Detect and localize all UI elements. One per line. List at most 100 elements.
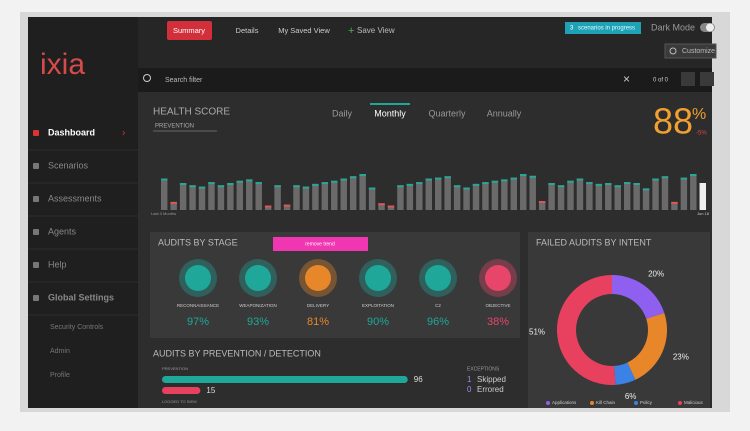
legend-swatch xyxy=(546,401,550,405)
badge-text: scenarios in progress xyxy=(578,26,635,32)
nav-item[interactable]: Global Settings xyxy=(48,292,114,302)
period-tab[interactable]: Monthly xyxy=(374,108,406,118)
health-bar xyxy=(671,201,678,210)
nav-item[interactable]: Help xyxy=(48,259,67,269)
period-tab[interactable]: Daily xyxy=(332,108,353,118)
bar-cap xyxy=(312,183,319,186)
health-bar xyxy=(312,183,319,210)
exception-label: Skipped xyxy=(477,375,506,384)
stage-icon xyxy=(425,265,451,291)
legend-label: Kill Chain xyxy=(596,400,616,405)
prev-button[interactable] xyxy=(681,72,695,86)
subnav-item[interactable]: Security Controls xyxy=(50,324,104,331)
donut-label: 23% xyxy=(673,353,689,362)
tab[interactable]: Details xyxy=(236,26,259,35)
donut-segment xyxy=(556,275,616,385)
bar-cap xyxy=(264,205,272,208)
clear[interactable]: × xyxy=(623,72,630,86)
exception-label: Errored xyxy=(477,385,504,394)
bar-cap xyxy=(586,182,593,185)
period-tab[interactable]: Quarterly xyxy=(428,108,466,118)
bar-cap xyxy=(642,188,650,191)
health-bar xyxy=(520,174,527,210)
bar-cap xyxy=(576,178,584,181)
health-bar xyxy=(548,183,555,210)
nav-item[interactable]: Agents xyxy=(48,226,77,236)
health-bar xyxy=(538,201,546,210)
search-placeholder[interactable]: Search filter xyxy=(165,77,203,84)
donut-segment xyxy=(612,275,665,319)
health-bar xyxy=(501,179,508,210)
nav-item[interactable]: Assessments xyxy=(48,193,102,203)
health-bar xyxy=(179,183,187,210)
subnav-item[interactable]: Admin xyxy=(50,348,70,355)
health-bar xyxy=(264,205,272,210)
health-bar xyxy=(435,177,442,210)
health-bar xyxy=(397,185,404,210)
health-bar xyxy=(642,188,650,210)
health-bar xyxy=(623,182,631,210)
health-bar xyxy=(283,204,291,210)
exception-count: 0 xyxy=(467,385,472,394)
tab-active[interactable] xyxy=(167,21,212,40)
bar-cap xyxy=(331,180,338,183)
period-tab[interactable]: Annually xyxy=(487,108,522,118)
stage-value: 97% xyxy=(187,316,209,328)
customize-button[interactable] xyxy=(664,43,717,59)
health-bar xyxy=(387,205,395,210)
prevention-value: 96 xyxy=(414,375,423,384)
bar-cap xyxy=(179,183,187,185)
bar-cap xyxy=(690,174,697,176)
score: 88 xyxy=(653,101,693,142)
plus: + xyxy=(348,25,354,37)
bar-cap xyxy=(605,183,612,185)
health-bar xyxy=(161,178,168,210)
health-bar xyxy=(359,174,366,210)
customize: Customize xyxy=(682,48,715,55)
prevention-bar xyxy=(162,387,201,394)
search-icon xyxy=(143,74,151,82)
bar-cap xyxy=(633,183,640,185)
bar-cap xyxy=(349,176,357,179)
bar-cap xyxy=(435,177,442,180)
start-label: Last 3 Months xyxy=(151,211,176,216)
health-bar xyxy=(198,186,206,210)
health-filter[interactable]: PREVENTION xyxy=(155,124,194,130)
health-bar xyxy=(680,177,688,210)
nav-arrow: › xyxy=(122,128,125,139)
health-bar xyxy=(661,176,669,210)
health-bar xyxy=(576,178,584,210)
bar-cap xyxy=(217,185,225,188)
tab[interactable]: My Saved View xyxy=(278,26,330,35)
end-label: Jun 18 xyxy=(697,211,710,216)
stage-icon xyxy=(365,265,391,291)
remove-trend[interactable] xyxy=(273,237,368,251)
bar-cap xyxy=(255,182,262,185)
nav-item[interactable]: Scenarios xyxy=(48,160,89,170)
toggle-knob xyxy=(706,23,714,32)
next-button[interactable] xyxy=(700,72,714,86)
bar-cap xyxy=(189,185,196,188)
nav-icon xyxy=(33,163,39,169)
health-bar xyxy=(529,175,536,210)
save-view[interactable]: Save View xyxy=(357,26,395,35)
donut-label: 51% xyxy=(529,327,545,336)
nav-item[interactable]: Dashboard xyxy=(48,127,95,137)
bar-cap xyxy=(699,183,706,185)
badge[interactable] xyxy=(565,22,641,34)
health-bar xyxy=(586,182,593,210)
legend-label: Policy xyxy=(640,400,653,405)
bar-cap xyxy=(463,187,470,190)
tab[interactable]: Summary xyxy=(173,26,205,35)
score-delta: -5% xyxy=(696,131,707,137)
health-bar xyxy=(321,182,329,210)
bar-cap xyxy=(198,186,206,189)
nav-icon xyxy=(33,130,39,136)
health-bar xyxy=(406,183,414,210)
subnav-item[interactable]: Profile xyxy=(50,372,70,379)
prevention-bar xyxy=(162,376,408,383)
stage-name: RECONNAISSANCE xyxy=(177,303,219,308)
health-bar xyxy=(690,174,697,210)
health-bar xyxy=(217,185,225,210)
bar-cap xyxy=(161,178,168,181)
